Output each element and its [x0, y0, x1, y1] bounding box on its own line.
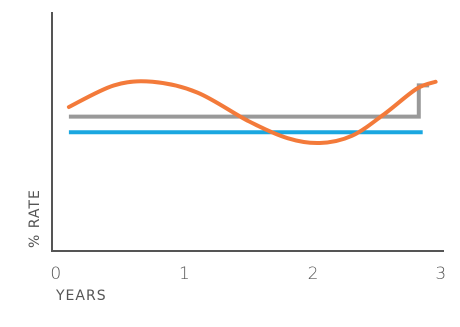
y-axis-title: % RATE — [27, 189, 43, 248]
x-axis-title: YEARS — [55, 288, 107, 304]
x-tick-label: 2 — [308, 264, 319, 284]
series-group — [66, 79, 438, 146]
x-tick-label: 1 — [179, 264, 190, 284]
gray-step-line — [68, 83, 430, 119]
x-tick-label: 3 — [435, 264, 446, 284]
x-tick-labels: 0 1 2 3 — [50, 264, 446, 284]
orange-curve-line — [66, 79, 438, 146]
x-tick-label: 0 — [50, 264, 61, 284]
